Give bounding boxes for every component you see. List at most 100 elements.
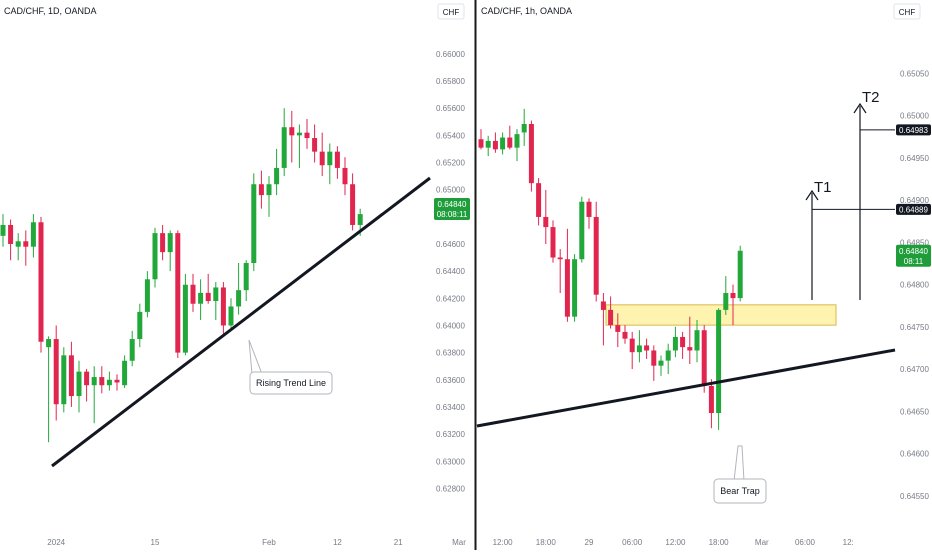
- candle-1: [485, 135, 491, 157]
- left-time-axis[interactable]: 2024 15 Feb 12 21 Mar: [47, 538, 466, 547]
- candle-body: [572, 259, 578, 317]
- candle-8: [536, 178, 542, 226]
- target-1[interactable]: T1: [805, 179, 895, 300]
- candle-31: [236, 262, 242, 315]
- candle-26: [198, 279, 204, 321]
- candle-body: [350, 184, 356, 225]
- price-tick-16: 0.62800: [436, 484, 465, 493]
- time-tick-6: Mar: [755, 538, 769, 547]
- time-tick-5: Mar: [452, 538, 466, 547]
- candle-body: [708, 385, 714, 414]
- candle-32: [243, 260, 249, 302]
- rising-trend-line[interactable]: [51, 176, 431, 468]
- candle-body: [608, 309, 614, 326]
- candle-36: [737, 245, 743, 302]
- right-last-price: 0.64840: [899, 247, 928, 256]
- price-tick-3: 0.64900: [900, 196, 929, 205]
- time-tick-1: 15: [151, 538, 160, 547]
- candle-body: [536, 183, 542, 217]
- candle-body: [46, 339, 52, 348]
- price-tick-3: 0.65400: [436, 131, 465, 140]
- candle-body: [716, 309, 722, 414]
- candle-30: [228, 298, 234, 331]
- candle-19: [144, 271, 150, 318]
- candle-body: [182, 284, 188, 353]
- candle-body: [521, 124, 527, 133]
- left-chart-pane[interactable]: CAD/CHF, 1D, OANDA CHF 0.660000.658000.6…: [0, 3, 471, 547]
- time-tick-2: 29: [585, 538, 594, 547]
- candle-body: [723, 293, 729, 310]
- candle-41: [312, 124, 318, 163]
- candle-35: [730, 284, 736, 326]
- candle-body: [114, 379, 120, 383]
- candle-15: [586, 198, 592, 229]
- candle-body: [557, 257, 563, 260]
- candle-45: [342, 157, 348, 196]
- price-tick-8: 0.64400: [436, 267, 465, 276]
- right-countdown: 08:11: [904, 257, 924, 266]
- trend-callout-label: Rising Trend Line: [256, 378, 326, 388]
- left-currency-box[interactable]: [437, 3, 465, 20]
- candle-body: [528, 124, 534, 184]
- time-tick-0: 2024: [47, 538, 65, 547]
- candle-29: [687, 316, 693, 364]
- price-tick-15: 0.63000: [436, 457, 465, 466]
- right-price-axis[interactable]: 0.650500.650000.649500.649000.648500.648…: [900, 69, 929, 501]
- candle-body: [281, 127, 287, 168]
- price-tick-5: 0.65000: [436, 186, 465, 195]
- candle-17: [600, 293, 606, 346]
- candle-body: [507, 137, 513, 148]
- right-time-axis[interactable]: 12:00 18:00 29 06:00 12:00 18:00 Mar 06:00 12:: [493, 538, 854, 547]
- candle-body: [38, 222, 44, 342]
- candle-body: [622, 331, 628, 339]
- candle-12: [91, 366, 97, 424]
- price-tick-12: 0.63600: [436, 376, 465, 385]
- candle-body: [190, 284, 196, 304]
- right-trend-line[interactable]: [476, 348, 896, 428]
- candle-9: [68, 341, 74, 407]
- candle-body: [478, 139, 484, 148]
- candle-body: [312, 138, 318, 152]
- candle-body: [213, 287, 219, 302]
- price-tick-4: 0.64850: [900, 238, 929, 247]
- candle-body: [15, 241, 21, 247]
- candle-body: [30, 222, 36, 247]
- t2-price: 0.64983: [899, 126, 928, 135]
- candle-30: [694, 320, 700, 363]
- time-tick-3: 12: [333, 538, 342, 547]
- bear-trap-label: Bear Trap: [720, 486, 760, 496]
- price-tick-7: 0.64600: [436, 240, 465, 249]
- candle-body: [258, 184, 264, 196]
- candle-body: [8, 224, 14, 244]
- candle-body: [550, 227, 556, 258]
- candle-33: [716, 308, 722, 430]
- candle-27: [205, 273, 211, 304]
- candle-14: [106, 371, 112, 391]
- left-symbol-label: CAD/CHF, 1D, OANDA: [4, 6, 97, 16]
- candle-3: [500, 132, 506, 155]
- candle-body: [629, 338, 635, 353]
- candle-11: [84, 368, 90, 402]
- candle-11: [557, 249, 563, 294]
- candle-37: [281, 108, 287, 177]
- candle-body: [737, 250, 743, 299]
- candle-28: [213, 282, 219, 321]
- left-last-price-badge: 0.64840 08:08:11: [434, 198, 470, 220]
- candle-32: [708, 379, 714, 429]
- right-currency-box[interactable]: [893, 3, 921, 20]
- target-2[interactable]: T2: [853, 89, 895, 300]
- t1-price-badge-bg: [896, 203, 931, 215]
- candle-10: [550, 220, 556, 263]
- candle-body: [680, 336, 686, 348]
- candle-body: [651, 350, 657, 366]
- candle-body: [243, 262, 249, 291]
- trend-callout-box[interactable]: [249, 371, 333, 395]
- price-tick-7: 0.64700: [900, 365, 929, 374]
- time-tick-3: 06:00: [622, 538, 643, 547]
- candle-5: [38, 216, 44, 353]
- bear-trap-callout-box[interactable]: [713, 478, 767, 504]
- right-chart-pane[interactable]: CAD/CHF, 1h, OANDA CHF 0.65050 0.65000 0.6…: [476, 3, 931, 547]
- left-price-axis[interactable]: 0.66000 0.65800 0.65600 0.65400 0.65200 0.650…: [436, 50, 465, 494]
- price-tick-1: 0.65000: [900, 112, 929, 121]
- candle-body: [84, 371, 90, 386]
